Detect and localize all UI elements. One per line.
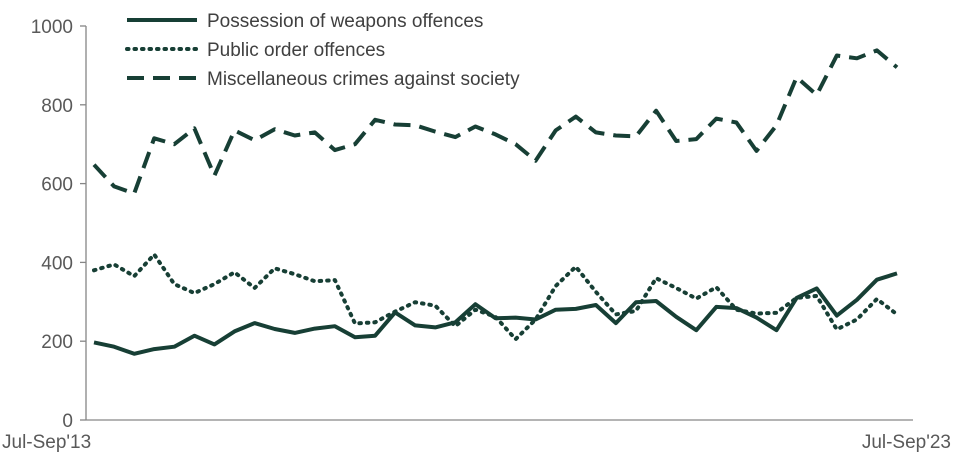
y-tick-label: 400 xyxy=(41,253,73,274)
legend-label-3: Miscellaneous crimes against society xyxy=(207,69,520,90)
y-tick-label: 1000 xyxy=(31,17,73,38)
y-tick-label: 200 xyxy=(41,332,73,353)
axes-layer: 0 200 400 600 800 1000 Jul-Sep'13 Jul-Sep'23 xyxy=(2,17,951,453)
series-layer xyxy=(92,48,899,356)
legend: Possession of weapons offences Public ord… xyxy=(125,11,520,90)
y-tick-label: 600 xyxy=(41,175,73,196)
x-tick-label: Jul-Sep'23 xyxy=(862,432,951,453)
legend-label-2: Public order offences xyxy=(207,40,385,61)
y-tick-label: 0 xyxy=(62,411,73,432)
x-tick-label: Jul-Sep'13 xyxy=(2,432,91,453)
y-tick-label: 800 xyxy=(41,96,73,117)
legend-label-1: Possession of weapons offences xyxy=(207,11,483,32)
series-line-2 xyxy=(92,252,899,342)
series-line-3 xyxy=(92,48,899,196)
